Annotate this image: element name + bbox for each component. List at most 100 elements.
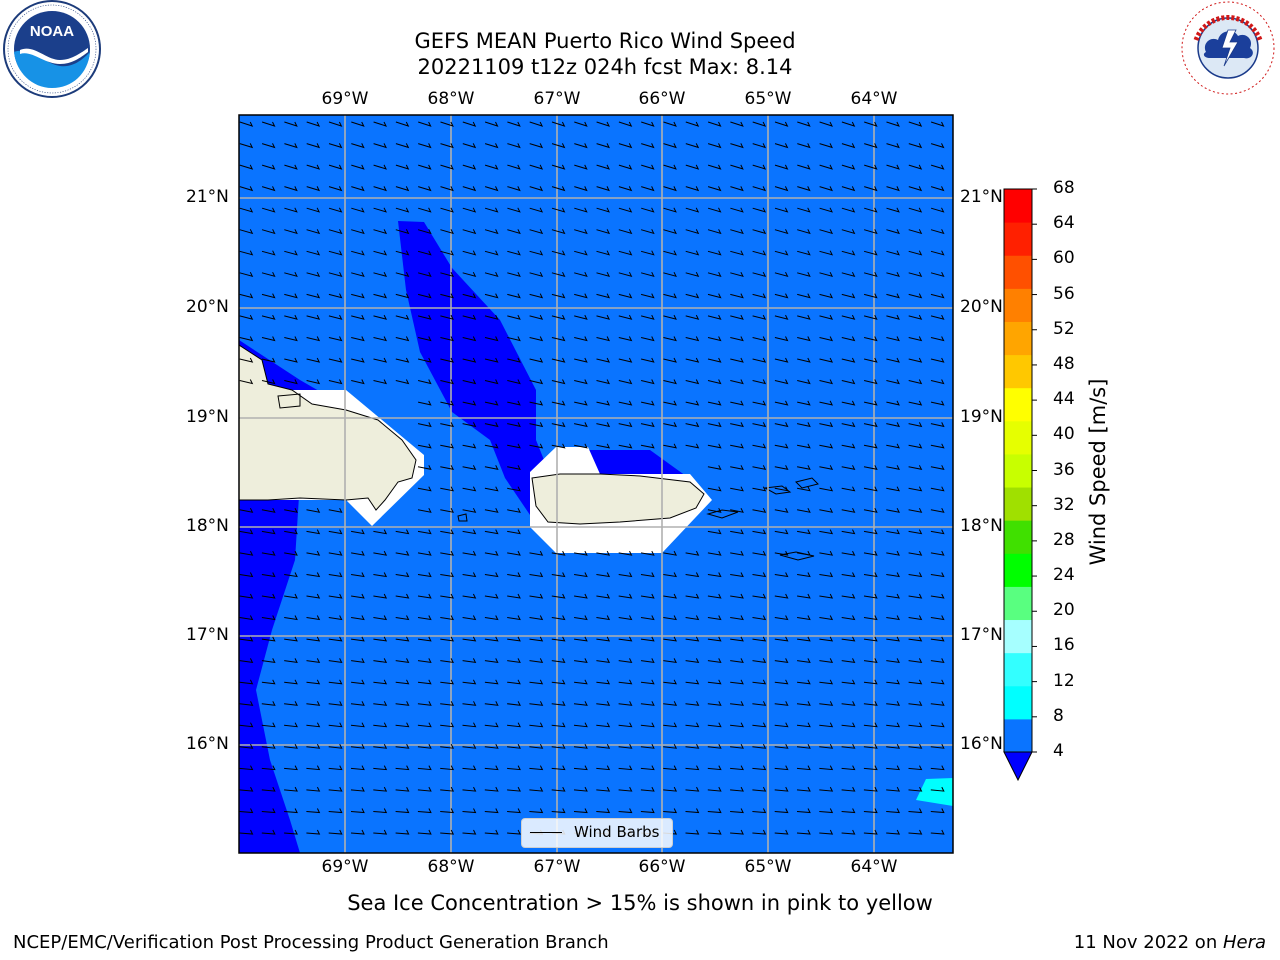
wind-barb [774, 443, 789, 449]
colorbar-segment [1004, 453, 1032, 488]
wind-barb [395, 336, 410, 342]
wind-barb [484, 529, 499, 535]
wind-barb [797, 229, 811, 235]
wind-barb [306, 379, 321, 385]
wind-barb [930, 465, 945, 470]
wind-barb [618, 314, 633, 320]
lat-label-left-16n: 16°N [186, 734, 229, 754]
wind-barb [350, 829, 365, 835]
lon-label-top-66w: 66°W [638, 89, 686, 109]
wind-barb [640, 701, 655, 706]
wind-barb [351, 229, 365, 235]
wind-barb [663, 314, 677, 320]
wind-barb [685, 400, 700, 406]
footer-date-text: 11 Nov 2022 on [1073, 932, 1223, 953]
wind-barb [574, 314, 588, 320]
colorbar-tick-label: 60 [1053, 248, 1075, 269]
wind-barb [462, 507, 477, 513]
wind-barb [417, 786, 432, 792]
wind-barb [663, 636, 677, 642]
wind-barb [730, 357, 744, 363]
wind-barb [797, 143, 811, 149]
wind-barb [618, 615, 633, 621]
wind-barb [886, 121, 900, 127]
wind-barb [797, 164, 811, 170]
wind-barb [908, 808, 923, 814]
wind-barb [574, 443, 588, 449]
wind-barb [663, 572, 677, 578]
wind-barb [395, 271, 410, 277]
wind-barb [440, 615, 454, 621]
wind-barb [730, 465, 744, 470]
wind-barb [351, 293, 365, 299]
wind-barb [417, 486, 432, 492]
wind-barb [284, 701, 298, 706]
wind-barb [395, 658, 410, 664]
wind-barb [417, 529, 432, 535]
wind-barb [640, 357, 655, 363]
wind-barb [730, 529, 744, 535]
wind-barb [752, 636, 767, 642]
wind-barb [306, 658, 321, 664]
wind-barb [685, 336, 700, 342]
wind-barb [774, 507, 789, 513]
wind-barb [863, 786, 878, 792]
wind-barb [239, 314, 254, 320]
wind-barb [239, 250, 254, 256]
wind-barb [596, 400, 611, 406]
wind-barb [395, 701, 410, 706]
wind-barb [685, 293, 700, 299]
wind-barb [484, 743, 499, 749]
wind-barb [774, 293, 789, 299]
wind-barb [261, 186, 276, 192]
wind-barb [551, 615, 566, 621]
wind-barb [573, 765, 588, 771]
wind-barb [596, 357, 611, 363]
wind-barb [529, 314, 544, 320]
wind-barb [507, 808, 521, 814]
wind-barb [819, 615, 834, 621]
wind-barb [529, 701, 544, 706]
wind-barb [774, 164, 789, 170]
wind-barb [484, 722, 499, 728]
legend-line-swatch [530, 832, 562, 833]
wind-barb [819, 486, 834, 492]
wind-barb [417, 465, 432, 470]
wind-barb [306, 250, 321, 256]
wind-barb [618, 808, 633, 814]
wind-barb [551, 786, 566, 792]
map-frame [238, 114, 954, 854]
wind-barb [551, 121, 566, 127]
wind-barb [574, 143, 588, 149]
wind-barb [306, 829, 321, 835]
wind-barb [930, 357, 945, 363]
wind-barb [841, 207, 856, 213]
wind-barb [841, 164, 856, 170]
wind-barb [484, 271, 499, 277]
wind-barb [573, 701, 588, 706]
wind-barb [239, 507, 254, 513]
wind-barb [284, 164, 298, 170]
wind-barb [863, 486, 878, 492]
wind-barb [774, 336, 789, 342]
wind-barb [551, 422, 566, 428]
wind-barb [685, 250, 700, 256]
wind-barb [395, 615, 410, 621]
wind-barb [284, 593, 298, 599]
wind-barb [261, 379, 276, 385]
wind-barb [440, 808, 455, 814]
wind-barb [908, 357, 923, 363]
colorbar-tick-label: 28 [1053, 529, 1075, 550]
wind-barb [819, 250, 834, 256]
wind-barb [462, 765, 477, 771]
wind-barb [863, 636, 878, 642]
wind-barb [752, 658, 767, 664]
colorbar-tick-label: 56 [1053, 283, 1075, 304]
wind-barb [596, 615, 611, 621]
wind-barb [373, 765, 388, 771]
wind-barb [239, 186, 254, 192]
wind-barb [328, 529, 343, 535]
wind-barb [908, 229, 923, 235]
wind-barb [417, 593, 432, 599]
colorbar-segment [1004, 288, 1032, 322]
